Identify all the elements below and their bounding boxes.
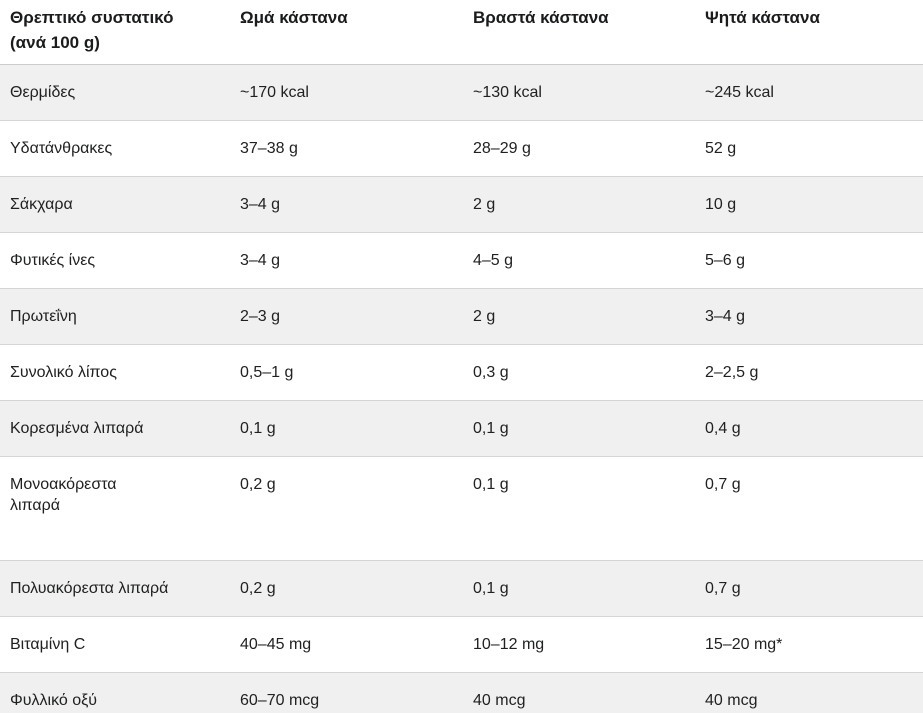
boiled-value-cell: 2 g bbox=[463, 288, 695, 345]
nutrient-label: Μονοακόρεστα λιπαρά bbox=[10, 476, 117, 514]
roasted-value-cell: 5–6 g bbox=[695, 232, 923, 289]
raw-value-cell: 37–38 g bbox=[230, 120, 463, 177]
boiled-value-cell: 40 mcg bbox=[463, 672, 695, 713]
table-row-vitamin-c: Βιταμίνη C 40–45 mg 10–12 mg 15–20 mg* bbox=[0, 616, 923, 673]
col-header-boiled: Βραστά κάστανα bbox=[463, 0, 695, 65]
raw-value-cell: 40–45 mg bbox=[230, 616, 463, 673]
raw-value-cell: 60–70 mcg bbox=[230, 672, 463, 713]
raw-value-cell: 3–4 g bbox=[230, 232, 463, 289]
nutrient-cell: Πολυακόρεστα λιπαρά bbox=[0, 560, 230, 617]
header-row: Θρεπτικό συστατικό (ανά 100 g) Ωμά κάστα… bbox=[0, 0, 923, 65]
table-row-polyunsaturated-fat: Πολυακόρεστα λιπαρά 0,2 g 0,1 g 0,7 g bbox=[0, 560, 923, 617]
nutrient-cell: Σάκχαρα bbox=[0, 176, 230, 233]
table-row-saturated-fat: Κορεσμένα λιπαρά 0,1 g 0,1 g 0,4 g bbox=[0, 400, 923, 457]
table-row-carbohydrates: Υδατάνθρακες 37–38 g 28–29 g 52 g bbox=[0, 120, 923, 177]
boiled-value-cell: ~130 kcal bbox=[463, 64, 695, 121]
nutrient-cell: Συνολικό λίπος bbox=[0, 344, 230, 401]
raw-value-cell: 2–3 g bbox=[230, 288, 463, 345]
roasted-value-cell: 40 mcg bbox=[695, 672, 923, 713]
roasted-value-cell: 0,7 g bbox=[695, 560, 923, 617]
raw-value-cell: 0,2 g bbox=[230, 560, 463, 617]
boiled-value-cell: 2 g bbox=[463, 176, 695, 233]
raw-value-cell: ~170 kcal bbox=[230, 64, 463, 121]
nutrient-cell: Βιταμίνη C bbox=[0, 616, 230, 673]
nutrient-cell: Κορεσμένα λιπαρά bbox=[0, 400, 230, 457]
col-header-nutrient-line1: Θρεπτικό συστατικό bbox=[10, 8, 174, 27]
col-header-roasted: Ψητά κάστανα bbox=[695, 0, 923, 65]
table-row-sugars: Σάκχαρα 3–4 g 2 g 10 g bbox=[0, 176, 923, 233]
nutrient-cell: Φυτικές ίνες bbox=[0, 232, 230, 289]
roasted-value-cell: ~245 kcal bbox=[695, 64, 923, 121]
col-header-nutrient-line2: (ανά 100 g) bbox=[10, 33, 100, 52]
raw-value-cell: 0,2 g bbox=[230, 456, 463, 561]
roasted-value-cell: 0,7 g bbox=[695, 456, 923, 561]
table-row-calories: Θερμίδες ~170 kcal ~130 kcal ~245 kcal bbox=[0, 64, 923, 121]
boiled-value-cell: 0,1 g bbox=[463, 560, 695, 617]
nutrient-cell: Πρωτεΐνη bbox=[0, 288, 230, 345]
boiled-value-cell: 0,1 g bbox=[463, 400, 695, 457]
boiled-value-cell: 0,1 g bbox=[463, 456, 695, 561]
roasted-value-cell: 0,4 g bbox=[695, 400, 923, 457]
boiled-value-cell: 10–12 mg bbox=[463, 616, 695, 673]
nutrient-cell: Φυλλικό οξύ bbox=[0, 672, 230, 713]
roasted-value-cell: 10 g bbox=[695, 176, 923, 233]
nutrient-cell: Θερμίδες bbox=[0, 64, 230, 121]
nutrient-cell: Υδατάνθρακες bbox=[0, 120, 230, 177]
table-row-folic-acid: Φυλλικό οξύ 60–70 mcg 40 mcg 40 mcg bbox=[0, 672, 923, 713]
raw-value-cell: 3–4 g bbox=[230, 176, 463, 233]
table-row-fiber: Φυτικές ίνες 3–4 g 4–5 g 5–6 g bbox=[0, 232, 923, 289]
boiled-value-cell: 4–5 g bbox=[463, 232, 695, 289]
table-row-monounsaturated-fat: Μονοακόρεστα λιπαρά 0,2 g 0,1 g 0,7 g bbox=[0, 456, 923, 561]
table-row-protein: Πρωτεΐνη 2–3 g 2 g 3–4 g bbox=[0, 288, 923, 345]
roasted-value-cell: 2–2,5 g bbox=[695, 344, 923, 401]
col-header-raw: Ωμά κάστανα bbox=[230, 0, 463, 65]
roasted-value-cell: 15–20 mg* bbox=[695, 616, 923, 673]
table-row-total-fat: Συνολικό λίπος 0,5–1 g 0,3 g 2–2,5 g bbox=[0, 344, 923, 401]
raw-value-cell: 0,1 g bbox=[230, 400, 463, 457]
raw-value-cell: 0,5–1 g bbox=[230, 344, 463, 401]
nutrient-cell: Μονοακόρεστα λιπαρά bbox=[0, 456, 230, 561]
roasted-value-cell: 52 g bbox=[695, 120, 923, 177]
boiled-value-cell: 28–29 g bbox=[463, 120, 695, 177]
boiled-value-cell: 0,3 g bbox=[463, 344, 695, 401]
col-header-nutrient: Θρεπτικό συστατικό (ανά 100 g) bbox=[0, 0, 230, 65]
roasted-value-cell: 3–4 g bbox=[695, 288, 923, 345]
